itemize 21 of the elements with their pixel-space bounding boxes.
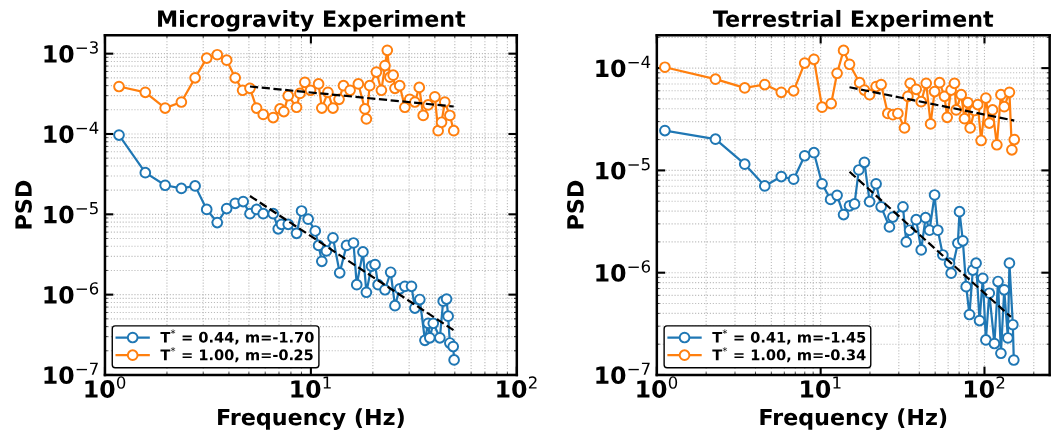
legend-label: T$^{*}$ = 0.44, m=-1.70 [160,329,314,345]
x-tick-label: 10$^{1}$ [291,376,331,398]
y-tick-label: 10$^{−4}$ [596,55,651,78]
x-tick-label: 10$^{1}$ [801,376,841,398]
y-axis-title: PSD [15,180,32,229]
y-tick-label: 10$^{−5}$ [596,158,650,180]
x-tick-label: 10$^{2}$ [497,376,537,398]
chart-title: Microgravity Experiment [158,9,466,32]
y-axis-title: PSD [566,180,584,229]
y-tick-label: 10$^{−5}$ [44,202,98,224]
y-tick-label: 10$^{−4}$ [44,121,99,144]
chart-title: Terrestrial Experiment [712,9,994,32]
y-tick-label: 10$^{−6}$ [596,260,651,282]
x-axis-title: Frequency (Hz) [760,408,947,430]
legend-label: T$^{*}$ = 0.41, m=-1.45 [712,329,866,345]
legend-label: T$^{*}$ = 1.00, m=-0.25 [160,347,313,363]
y-tick-label: 10$^{−3}$ [44,41,98,63]
x-axis-title: Frequency (Hz) [218,408,404,430]
x-tick-label: 10$^{2}$ [964,376,1005,398]
legend-label: T$^{*}$ = 1.00, m=-0.34 [712,347,866,363]
y-tick-label: 10$^{−6}$ [44,282,99,304]
